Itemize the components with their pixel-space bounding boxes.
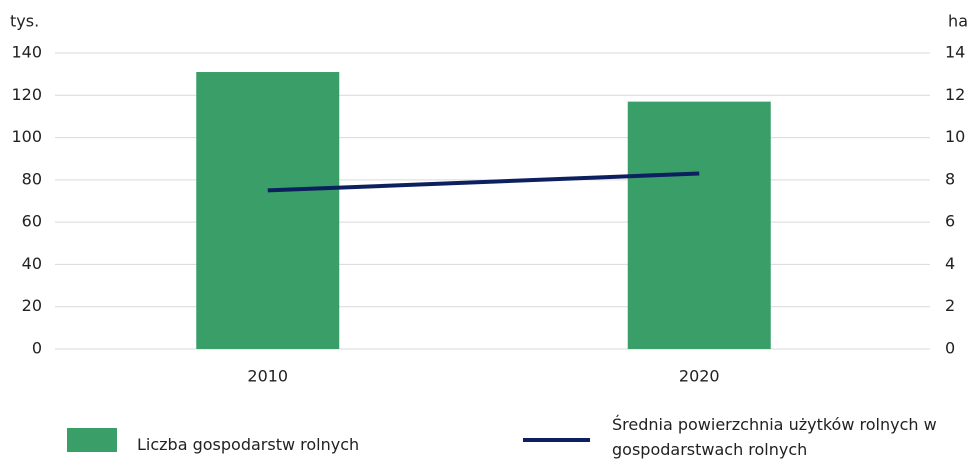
y-axis-label: tys. — [10, 12, 39, 31]
y-tick-label: 20 — [22, 296, 42, 315]
y-tick-label: 120 — [11, 85, 42, 104]
y-tick-label: 0 — [32, 339, 42, 358]
line — [267, 171, 700, 193]
y-tick-label: 40 — [22, 254, 42, 273]
legend-swatch — [523, 438, 590, 442]
y2-tick-label: 14 — [945, 43, 965, 62]
y2-tick-label: 0 — [945, 339, 955, 358]
y-tick-label: 60 — [22, 212, 42, 231]
y2-tick-label: 8 — [945, 169, 955, 188]
legend-swatch — [67, 428, 117, 452]
y2-tick-label: 6 — [945, 212, 955, 231]
y2-tick-label: 2 — [945, 296, 955, 315]
x-tick-label: 2010 — [247, 367, 288, 386]
y-tick-label: 80 — [22, 169, 42, 188]
legend-label: Liczba gospodarstw rolnych — [137, 435, 360, 454]
y2-axis-label: ha — [948, 12, 968, 31]
bar — [627, 101, 771, 349]
y2-tick-label: 4 — [945, 254, 955, 273]
y-tick-label: 100 — [11, 127, 42, 146]
y2-tick-label: 10 — [945, 127, 965, 146]
y2-tick-label: 12 — [945, 85, 965, 104]
y-tick-label: 140 — [11, 43, 42, 62]
legend-label: Średnia powierzchnia użytków rolnych w g… — [612, 415, 937, 459]
bar — [196, 72, 340, 350]
x-tick-label: 2020 — [679, 367, 720, 386]
